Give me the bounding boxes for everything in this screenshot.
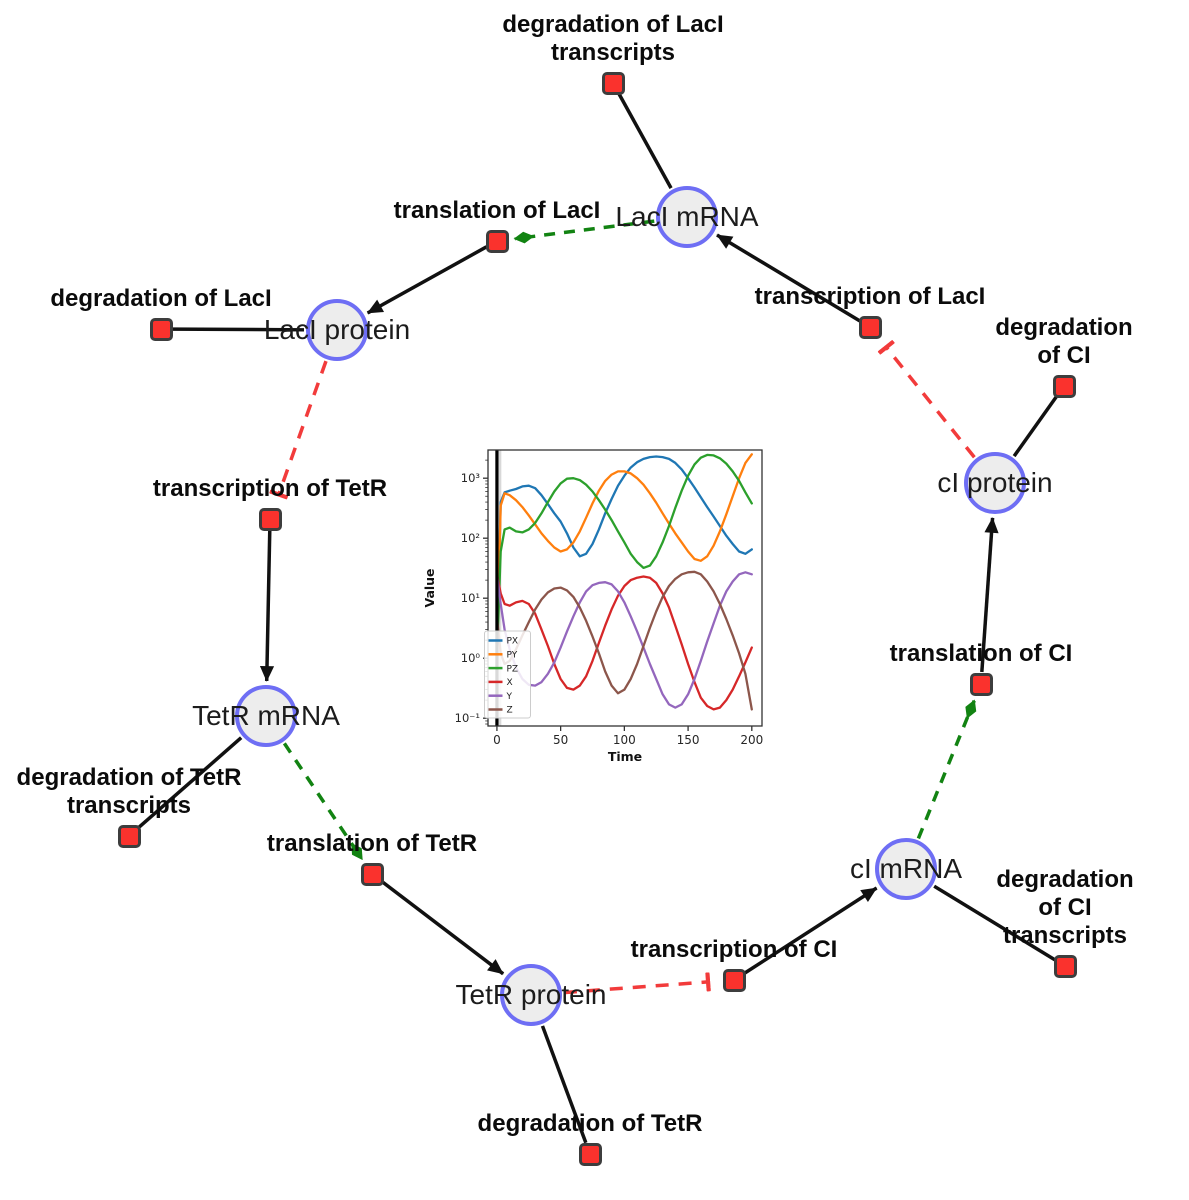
series-Y-line	[495, 571, 753, 709]
x-tick-label: 0	[493, 733, 501, 747]
species-label-laci_protein: LacI protein	[263, 314, 411, 345]
reaction-node-deg_laci[interactable]	[149, 317, 173, 341]
species-label-ci_mrna: cI mRNA	[850, 853, 962, 884]
reaction-label-deg_ci_tx: degradation of CI transcripts	[996, 866, 1134, 949]
legend-label-PX: PX	[507, 637, 519, 647]
species-node-tetr_mrna[interactable]	[235, 685, 297, 747]
species-label-ci_protein: cI protein	[937, 467, 1053, 498]
species-node-laci_protein[interactable]	[306, 299, 368, 361]
reaction-label-deg_tetr_tx: degradation of TetR transcripts	[16, 764, 242, 819]
reaction-node-deg_ci[interactable]	[1052, 374, 1076, 398]
x-tick-label: 150	[677, 733, 700, 747]
species-label-tetr_protein: TetR protein	[455, 979, 607, 1010]
x-tick-label: 100	[613, 733, 636, 747]
y-tick-label: 10⁰	[461, 651, 481, 665]
x-tick-label: 200	[740, 733, 763, 747]
reaction-node-deg_tetr[interactable]	[578, 1142, 602, 1166]
x-tick-label: 50	[553, 733, 568, 747]
reaction-node-tl_ci[interactable]	[969, 672, 993, 696]
legend-label-Y: Y	[506, 692, 513, 702]
species-node-tetr_protein[interactable]	[500, 964, 562, 1026]
legend-label-Z: Z	[507, 706, 513, 716]
reaction-label-tx_ci: transcription of CI	[630, 936, 838, 963]
x-axis-label: Time	[608, 749, 642, 764]
legend: PX PY PZ XYZ	[484, 630, 531, 719]
y-tick-label: 10²	[461, 531, 480, 545]
series-PZ-line	[495, 453, 753, 660]
series-PX-line	[495, 455, 753, 660]
reaction-node-tl_tetr[interactable]	[360, 862, 384, 886]
legend-label-X: X	[507, 678, 513, 688]
species-node-laci_mrna[interactable]	[656, 186, 718, 248]
plot-background	[488, 450, 762, 726]
reaction-label-tl_laci: translation of LacI	[393, 197, 601, 224]
reaction-label-deg_ci: degradation of CI	[995, 314, 1133, 369]
reaction-label-tl_tetr: translation of TetR	[266, 830, 478, 857]
reaction-node-tx_ci[interactable]	[722, 968, 746, 992]
y-tick-label: 10³	[461, 471, 481, 485]
reaction-node-tx_laci[interactable]	[858, 315, 882, 339]
y-tick-label: 10¹	[461, 591, 480, 605]
y-axis-label: Value	[422, 568, 437, 607]
species-node-ci_mrna[interactable]	[875, 838, 937, 900]
species-node-ci_protein[interactable]	[964, 452, 1026, 514]
y-tick-label: 10⁻¹	[455, 711, 480, 725]
reaction-label-deg_laci_tx: degradation of LacI transcripts	[502, 11, 724, 66]
species-label-laci_mrna: LacI mRNA	[615, 201, 759, 232]
reaction-label-tl_ci: translation of CI	[889, 640, 1073, 667]
reaction-node-tx_tetr[interactable]	[258, 507, 282, 531]
reaction-node-deg_ci_tx[interactable]	[1053, 954, 1077, 978]
reaction-node-tl_laci[interactable]	[485, 229, 509, 253]
series-Z-line	[495, 570, 753, 711]
legend-label-PZ: PZ	[507, 664, 519, 674]
species-label-tetr_mrna: TetR mRNA	[192, 700, 340, 731]
reaction-label-deg_laci: degradation of LacI	[50, 285, 272, 312]
reaction-node-deg_laci_tx[interactable]	[601, 71, 625, 95]
reaction-label-tx_tetr: transcription of TetR	[152, 475, 388, 502]
legend-label-PY: PY	[507, 651, 518, 661]
reaction-label-tx_laci: transcription of LacI	[754, 283, 986, 310]
reaction-label-deg_tetr: degradation of TetR	[477, 1110, 703, 1137]
reaction-node-deg_tetr_tx[interactable]	[117, 824, 141, 848]
